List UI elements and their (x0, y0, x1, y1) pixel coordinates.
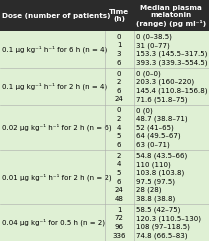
Text: 0.04 μg kg⁻¹ for 0.5 h (n = 2): 0.04 μg kg⁻¹ for 0.5 h (n = 2) (2, 219, 105, 226)
Text: 38.8 (38.8): 38.8 (38.8) (136, 195, 175, 202)
Text: 1: 1 (117, 42, 121, 48)
Text: 336: 336 (112, 233, 126, 239)
Text: 6: 6 (117, 142, 121, 148)
Text: 74.8 (66.5–83): 74.8 (66.5–83) (136, 232, 187, 239)
Text: 31 (0–77): 31 (0–77) (136, 42, 169, 49)
Text: 0.01 μg kg⁻¹ h⁻¹ for 2 h (n = 2): 0.01 μg kg⁻¹ h⁻¹ for 2 h (n = 2) (2, 174, 112, 181)
Bar (0, 0, 209, 31)
Text: 3: 3 (117, 51, 121, 57)
Text: 145.4 (110.8–156.8): 145.4 (110.8–156.8) (136, 87, 207, 94)
Text: 393.3 (339.3–554.5): 393.3 (339.3–554.5) (136, 59, 207, 66)
Text: 5: 5 (117, 170, 121, 176)
Text: 2: 2 (117, 79, 121, 85)
Text: 28 (28): 28 (28) (136, 187, 161, 193)
Text: 0.1 μg kg⁻¹ h⁻¹ for 6 h (n = 4): 0.1 μg kg⁻¹ h⁻¹ for 6 h (n = 4) (2, 46, 107, 54)
Text: 5: 5 (117, 133, 121, 139)
Text: 0.1 μg kg⁻¹ h⁻¹ for 2 h (n = 4): 0.1 μg kg⁻¹ h⁻¹ for 2 h (n = 4) (2, 83, 107, 90)
Text: 96: 96 (115, 224, 124, 230)
Text: 203.3 (160–220): 203.3 (160–220) (136, 79, 194, 86)
Text: 153.3 (145.5–317.5): 153.3 (145.5–317.5) (136, 51, 207, 57)
Text: 6: 6 (117, 60, 121, 66)
Text: 6: 6 (117, 88, 121, 94)
Text: 103.8 (103.8): 103.8 (103.8) (136, 170, 184, 176)
Text: 54.8 (43.5–66): 54.8 (43.5–66) (136, 153, 187, 159)
Text: 72: 72 (115, 215, 124, 221)
Text: 108 (97–118.5): 108 (97–118.5) (136, 224, 190, 230)
Text: 0.02 μg kg⁻¹ h⁻¹ for 2 h (n = 6): 0.02 μg kg⁻¹ h⁻¹ for 2 h (n = 6) (2, 124, 112, 131)
Text: 0 (0–0): 0 (0–0) (136, 70, 161, 77)
Text: 0 (0): 0 (0) (136, 107, 153, 114)
Text: 2: 2 (117, 153, 121, 159)
Text: 0: 0 (117, 107, 121, 114)
Text: 2: 2 (117, 116, 121, 122)
Text: 120.3 (110.5–130): 120.3 (110.5–130) (136, 215, 201, 222)
Text: 24: 24 (115, 187, 124, 193)
Text: 110 (110): 110 (110) (136, 161, 171, 168)
Text: 4: 4 (117, 125, 121, 131)
Text: Time
(h): Time (h) (109, 9, 129, 22)
Text: 1: 1 (117, 207, 121, 213)
Text: 63 (0–71): 63 (0–71) (136, 141, 169, 148)
Text: 48: 48 (115, 196, 124, 202)
Text: 0: 0 (117, 34, 121, 40)
Text: 6: 6 (117, 179, 121, 185)
Text: Median plasma
melatonin
(range) (pg ml⁻¹): Median plasma melatonin (range) (pg ml⁻¹… (136, 5, 206, 27)
Text: 0: 0 (117, 71, 121, 77)
Text: 64 (49.5–67): 64 (49.5–67) (136, 133, 181, 139)
Text: 48.7 (38.8–71): 48.7 (38.8–71) (136, 116, 187, 122)
Text: 58.5 (42–75): 58.5 (42–75) (136, 207, 180, 213)
Text: Dose (number of patients): Dose (number of patients) (2, 13, 111, 19)
Text: 52 (41–65): 52 (41–65) (136, 124, 174, 131)
Text: 97.5 (97.5): 97.5 (97.5) (136, 178, 175, 185)
Text: 0 (0–38.5): 0 (0–38.5) (136, 33, 172, 40)
Text: 71.6 (51.8–75): 71.6 (51.8–75) (136, 96, 187, 103)
Text: 4: 4 (117, 161, 121, 167)
Text: 24: 24 (115, 96, 124, 102)
